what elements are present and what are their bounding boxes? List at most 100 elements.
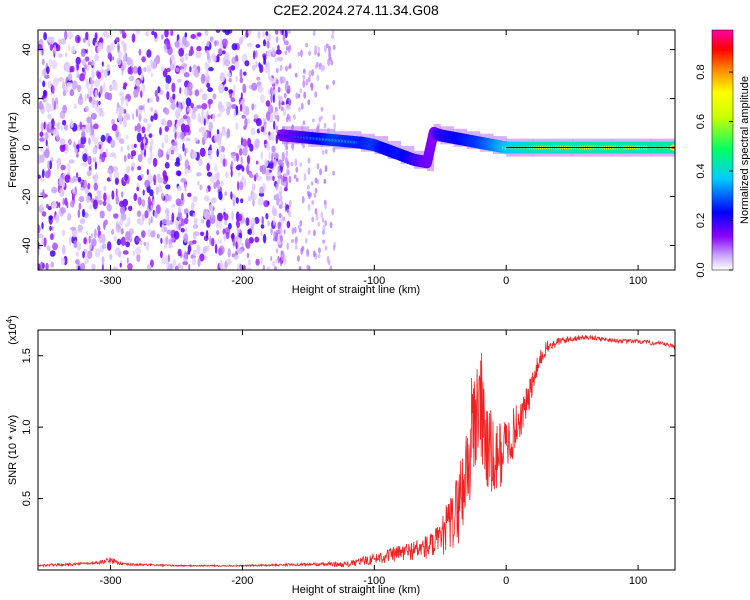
noise-speckle	[204, 30, 209, 36]
noise-speckle	[41, 58, 45, 66]
noise-speckle	[247, 118, 251, 124]
noise-speckle	[60, 38, 66, 45]
noise-speckle	[89, 204, 92, 210]
spectrogram-y-ticks: -40 -20 0 20 40	[21, 43, 675, 253]
noise-speckle	[98, 100, 101, 106]
noise-speckle	[314, 48, 317, 56]
noise-speckle	[217, 48, 223, 55]
noise-speckle	[313, 192, 317, 198]
noise-speckle	[262, 131, 268, 136]
noise-speckle	[44, 170, 51, 179]
noise-speckle	[197, 32, 202, 37]
noise-speckle	[281, 151, 285, 162]
noise-speckle	[155, 204, 161, 215]
noise-speckle	[224, 52, 230, 62]
noise-speckle	[311, 118, 315, 123]
noise-speckle	[85, 79, 90, 89]
noise-speckle	[111, 123, 118, 132]
noise-speckle	[182, 115, 188, 120]
noise-speckle	[164, 125, 169, 132]
noise-speckle	[47, 160, 50, 170]
noise-speckle	[283, 256, 287, 266]
noise-speckle	[136, 182, 139, 188]
noise-speckle	[157, 148, 162, 159]
noise-speckle	[268, 151, 271, 161]
noise-speckle	[64, 174, 71, 183]
noise-speckle	[230, 97, 236, 103]
noise-speckle	[128, 75, 135, 82]
noise-speckle	[144, 133, 147, 139]
noise-speckle	[265, 213, 269, 220]
noise-speckle	[178, 47, 185, 57]
noise-speckle	[46, 245, 51, 252]
noise-speckle	[49, 233, 54, 241]
noise-speckle	[165, 184, 171, 190]
noise-speckle	[203, 195, 210, 202]
noise-speckle	[272, 175, 275, 181]
noise-speckle	[45, 139, 48, 147]
noise-speckle	[92, 157, 97, 163]
noise-speckle	[131, 33, 136, 43]
noise-speckle	[159, 127, 162, 136]
noise-speckle	[226, 258, 232, 265]
noise-speckle	[87, 156, 91, 163]
noise-speckle	[217, 212, 223, 222]
noise-speckle	[248, 228, 252, 236]
noise-speckle	[236, 144, 243, 149]
noise-speckle	[283, 229, 286, 235]
x-tick-label: 0	[503, 275, 509, 287]
noise-speckle	[166, 229, 172, 235]
noise-speckle	[98, 106, 101, 116]
noise-speckle	[214, 40, 217, 47]
noise-speckle	[256, 175, 262, 182]
y-tick-label: -40	[21, 238, 33, 254]
noise-speckle	[79, 121, 82, 130]
noise-speckle	[236, 62, 239, 69]
noise-speckle	[257, 197, 264, 206]
noise-speckle	[87, 61, 92, 66]
noise-speckle	[314, 64, 318, 70]
noise-speckle	[242, 264, 246, 270]
noise-speckle	[171, 203, 176, 208]
noise-speckle	[327, 259, 331, 266]
noise-speckle	[177, 248, 182, 257]
noise-speckle	[41, 237, 44, 245]
noise-speckle	[260, 126, 265, 132]
noise-speckle	[199, 253, 205, 262]
noise-speckle	[122, 250, 129, 255]
noise-speckle	[207, 149, 213, 155]
noise-speckle	[66, 82, 73, 87]
noise-speckle	[270, 93, 273, 103]
noise-speckle	[142, 138, 146, 144]
noise-speckle	[140, 240, 143, 246]
noise-speckle	[79, 93, 83, 100]
noise-speckle	[62, 81, 66, 91]
noise-speckle	[115, 188, 118, 197]
noise-speckle	[95, 171, 98, 180]
noise-speckle	[170, 55, 175, 61]
noise-speckle	[144, 31, 150, 37]
noise-speckle	[67, 43, 70, 52]
noise-speckle	[80, 135, 87, 145]
noise-speckle	[232, 238, 236, 247]
noise-speckle	[254, 138, 260, 149]
noise-speckle	[75, 172, 79, 179]
noise-speckle	[302, 144, 305, 149]
noise-speckle	[156, 233, 160, 239]
noise-speckle	[93, 182, 99, 191]
noise-speckle	[241, 114, 246, 119]
noise-speckle	[62, 244, 66, 255]
noise-speckle	[177, 78, 182, 83]
noise-speckle	[77, 36, 80, 42]
noise-speckle	[321, 149, 325, 156]
noise-speckle	[91, 60, 95, 66]
snr-x-axis-label: Height of straight line (km)	[292, 584, 420, 596]
noise-speckle	[51, 226, 54, 231]
noise-speckle	[59, 187, 65, 197]
noise-speckle	[297, 224, 301, 230]
noise-speckle	[280, 235, 283, 243]
noise-speckle	[218, 191, 223, 201]
noise-speckle	[251, 103, 255, 111]
noise-speckle	[111, 118, 116, 126]
noise-speckle	[107, 194, 111, 203]
